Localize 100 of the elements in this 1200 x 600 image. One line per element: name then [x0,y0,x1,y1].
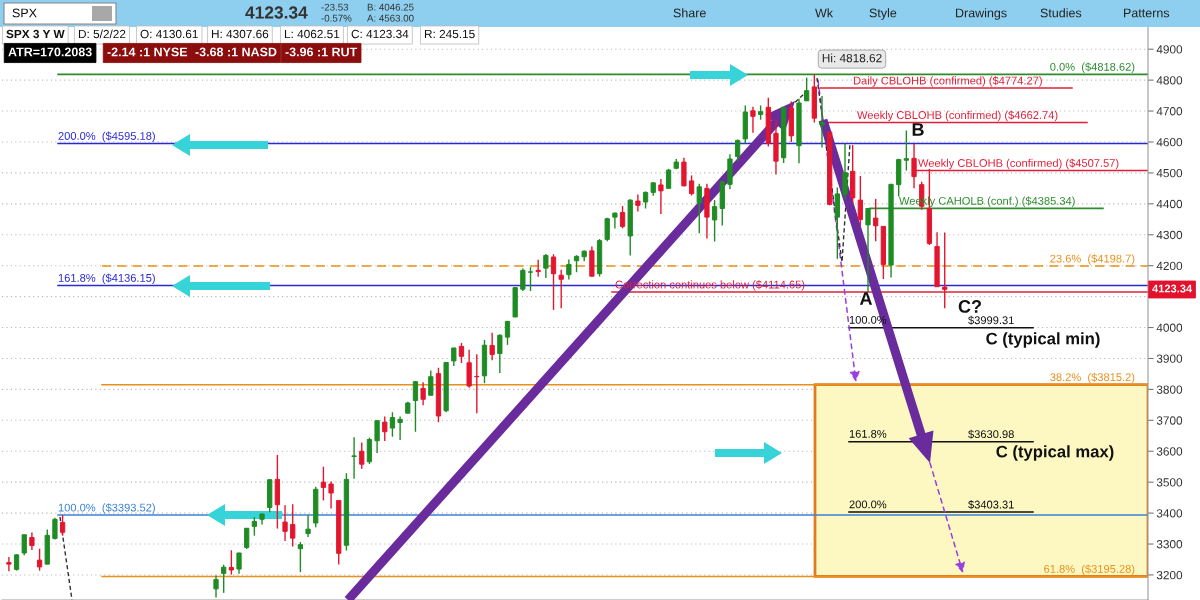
annotation: -2.14 :1 NYSE [107,47,188,57]
candlestick [558,269,564,310]
candlestick [305,514,311,538]
ref-line-label: 161.8% ($4136.15) [58,273,155,285]
ref-line-label: 61.8% ($3195.28) [1044,564,1135,576]
candlestick [619,205,626,229]
chart-title: SPX 3 Y W [6,29,65,39]
annotation: C (typical max) [996,445,1114,461]
candlestick [374,419,380,454]
y-tick-label: 3700 [1156,416,1183,425]
text: Wk [815,8,834,18]
candlestick [351,436,357,480]
candlestick [428,369,434,396]
candlestick [489,332,495,362]
ref-line-label: $3403.31 [968,500,1014,510]
candlestick [474,353,480,414]
ref-line-label: 100.0% ($3393.52) [58,503,155,514]
candlestick [228,549,234,576]
candlestick [688,174,695,197]
candlestick [635,193,641,213]
text: -0.57% [321,14,352,22]
annotation: C (typical min) [986,332,1100,348]
candlestick [711,199,718,243]
candlestick [504,320,511,346]
candlestick [320,466,327,502]
y-tick-label: 3200 [1156,570,1183,580]
annotation: 200.0% [849,500,887,509]
candlestick [658,178,664,215]
candlestick [535,259,541,278]
y-tick-label: 4800 [1156,76,1183,85]
candlestick [221,564,227,594]
candlestick [612,211,618,230]
y-tick-label: 4000 [1156,323,1183,332]
annotation: D: 5/2/22 [78,29,126,39]
candlestick [36,547,43,572]
ref-line-label: Weekly CBLOHB (confirmed) ($4507.57) [918,158,1119,170]
candlestick [681,157,687,187]
candlestick [359,441,365,470]
text: Studies [1040,8,1082,18]
text: 4123.34 [1152,284,1193,293]
candlestick [290,503,296,548]
candlestick [543,253,549,279]
candlestick [520,267,526,292]
annotation: -3.68 :1 NASD [195,47,277,57]
annotation: L: 4062.51 [284,29,340,39]
text: Patterns [1124,8,1170,18]
candlestick [59,514,66,537]
ref-line-label: Weekly CBLOHB (confirmed) ($4662.74) [857,110,1058,122]
annotation: Hi: 4818.62 [822,53,882,63]
text: -23.53 [321,3,349,11]
candlestick [842,142,848,201]
annotation: 161.8% [849,429,887,438]
y-tick-label: 4200 [1156,261,1183,271]
y-tick-label: 4400 [1156,199,1183,209]
candlestick [873,198,879,242]
candlestick [297,541,304,573]
candlestick [696,183,702,234]
candlestick [834,186,840,260]
candlestick [366,436,373,465]
annotation: C: 4123.34 [351,29,409,39]
y-tick-label: 4900 [1156,45,1183,54]
candlestick [420,381,426,406]
annotation: ATR=170.2083 [8,47,92,57]
annotation: B [912,123,924,136]
text: Share [673,8,706,18]
y-tick-label: 4700 [1156,107,1183,116]
y-tick-label: 3400 [1156,509,1183,518]
y-tick-label: 3500 [1156,478,1183,487]
candlestick [389,411,396,438]
candlestick [497,333,503,374]
ref-line-label: 23.6% ($4198.7) [1050,254,1135,265]
candlestick [397,415,403,441]
y-tick-label: 3900 [1156,354,1183,363]
ref-line-label: $3999.31 [968,315,1014,325]
candlestick [458,342,465,364]
y-tick-label: 3300 [1156,540,1183,549]
text: B: 4046.25 [367,3,414,11]
ref-line-label: 0.0% ($4818.62) [1050,62,1135,73]
candlestick [550,253,557,311]
y-tick-label: 3800 [1156,385,1183,394]
candlestick [804,76,810,102]
candlestick [903,129,910,172]
annotation: A [859,292,873,305]
text: Drawings [956,8,1007,20]
y-tick-label: 4600 [1156,138,1183,147]
text: 4123.34 [245,6,308,19]
candlestick [251,516,257,537]
ref-line-label: 200.0% ($4595.18) [58,131,155,143]
y-tick-label: 4500 [1156,168,1183,178]
ref-line-label: 38.2% ($3815.2) [1050,372,1135,384]
ref-line-label: $3630.98 [968,429,1014,439]
candlestick [819,95,825,149]
candlestick [21,534,27,556]
candlestick [328,480,334,510]
candlestick [412,380,419,433]
candlestick [382,415,388,442]
candlestick [750,106,756,134]
annotation: R: 245.15 [424,29,475,39]
annotation: O: 4130.61 [140,29,198,39]
annotation: -3.96 :1 RUT [285,47,358,57]
